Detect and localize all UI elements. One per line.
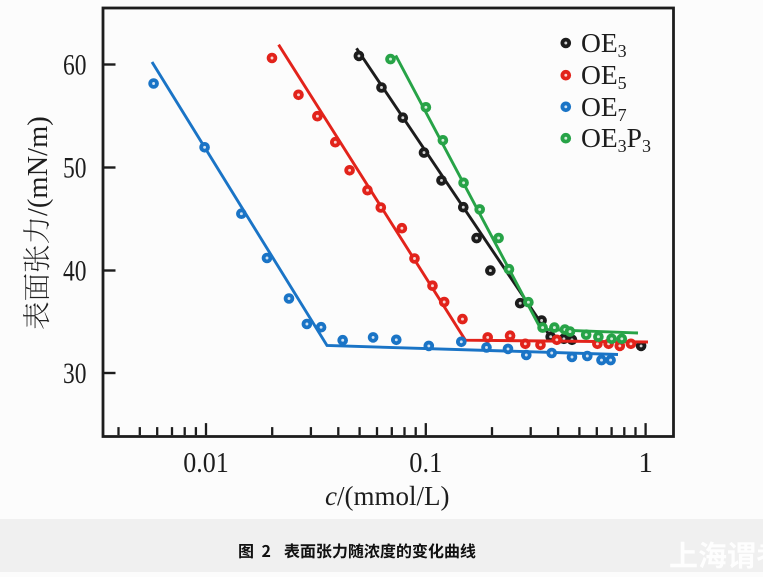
svg-text:1: 1 <box>638 447 653 479</box>
svg-text:50: 50 <box>63 151 87 184</box>
svg-text:40: 40 <box>63 254 87 287</box>
svg-text:/(mN/m): /(mN/m) <box>23 116 54 216</box>
svg-text:60: 60 <box>63 48 87 81</box>
svg-text:0.01: 0.01 <box>183 447 229 479</box>
svg-text:0.1: 0.1 <box>409 447 442 479</box>
svg-text:c/(mmol/L): c/(mmol/L) <box>325 481 449 511</box>
svg-text:30: 30 <box>63 357 87 390</box>
svg-text:OE3P3: OE3P3 <box>581 122 651 156</box>
